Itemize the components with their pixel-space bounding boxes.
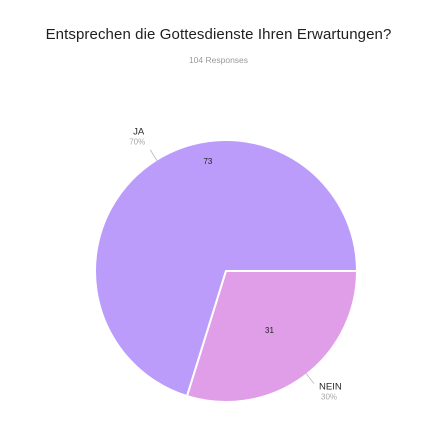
slice-percent-nein: 30% — [321, 393, 337, 402]
slice-value-ja: 73 — [203, 157, 212, 166]
slice-percent-ja: 70% — [129, 138, 145, 147]
pie-slice-ja — [94, 139, 358, 398]
response-count: 104 Responses — [188, 55, 249, 65]
slice-label-ja: JA — [133, 127, 145, 138]
chart-title: Entsprechen die Gottesdienste Ihren Erwa… — [45, 26, 392, 43]
slice-label-nein: NEIN — [319, 382, 342, 393]
slice-value-nein: 31 — [265, 326, 274, 335]
leader-line-ja — [149, 149, 158, 162]
pie-slice-nein — [186, 270, 358, 403]
leader-line-nein — [305, 372, 315, 384]
